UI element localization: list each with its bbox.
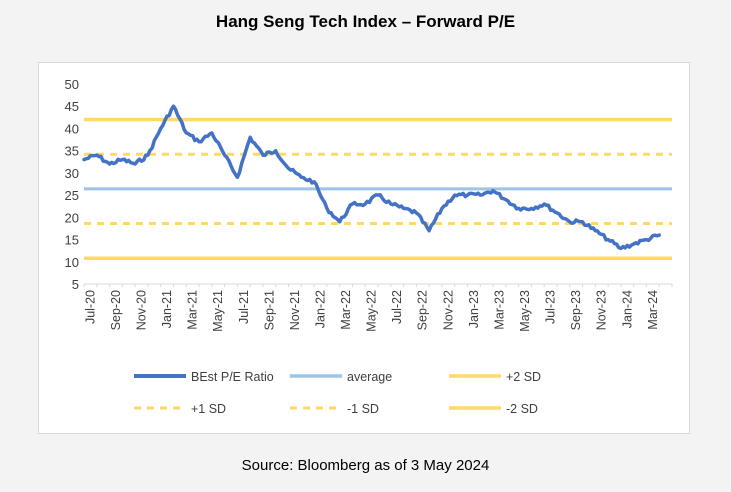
pe-ratio-series-line	[82, 104, 661, 251]
x-tick-label: Sep-21	[262, 290, 276, 330]
y-tick-label: 20	[65, 210, 79, 225]
x-tick-label: Nov-20	[135, 290, 149, 330]
legend-item-plus-1sd: +1 SD	[134, 402, 226, 416]
chart-title: Hang Seng Tech Index – Forward P/E	[215, 12, 516, 31]
y-tick-label: 5	[72, 277, 79, 292]
legend-item-pe-ratio: BEst P/E Ratio	[134, 370, 274, 384]
chart-legend: BEst P/E Ratio average +2 SD +1 SD -1 SD -2 S…	[134, 370, 541, 416]
y-tick-label: 10	[65, 255, 79, 270]
legend-item-average: average	[290, 370, 392, 384]
x-tick-label: Nov-21	[288, 290, 302, 330]
legend-label-pe-ratio: BEst P/E Ratio	[191, 370, 274, 384]
x-tick-label: Mar-23	[492, 290, 506, 330]
x-tick-label: Mar-24	[646, 290, 660, 330]
y-tick-label: 25	[65, 188, 79, 203]
legend-item-plus-2sd: +2 SD	[449, 370, 541, 384]
legend-item-minus-2sd: -2 SD	[449, 402, 538, 416]
x-tick-label: Sep-22	[416, 290, 430, 330]
legend-label-minus-1sd: -1 SD	[347, 402, 379, 416]
legend-label-minus-2sd: -2 SD	[506, 402, 538, 416]
x-tick-label: May-22	[365, 290, 379, 332]
legend-label-plus-2sd: +2 SD	[506, 370, 541, 384]
y-tick-label: 40	[65, 121, 79, 136]
x-tick-label: Nov-23	[595, 290, 609, 330]
x-tick-label: Jan-22	[314, 290, 328, 328]
legend-label-average: average	[347, 370, 392, 384]
x-tick-label: Sep-20	[109, 290, 123, 330]
x-tick-label: Sep-23	[569, 290, 583, 330]
y-tick-label: 35	[65, 144, 79, 159]
x-tick-label: Jan-21	[160, 290, 174, 328]
y-tick-label: 45	[65, 99, 79, 114]
legend-item-minus-1sd: -1 SD	[290, 402, 379, 416]
x-tick-label: Jan-24	[620, 290, 634, 328]
legend-label-plus-1sd: +1 SD	[191, 402, 226, 416]
y-tick-label: 30	[65, 166, 79, 181]
line-chart: 5 10 15 20 25 30 35 40 45 50 Jul-20 Sep-20 Nov-20 Jan…	[65, 77, 673, 416]
y-tick-label: 15	[65, 233, 79, 248]
x-tick-label: May-23	[518, 290, 532, 332]
x-tick-label: May-21	[211, 290, 225, 332]
x-tick-label: Jul-20	[83, 290, 97, 324]
x-tick-label: Nov-22	[441, 290, 455, 330]
source-note: Source: Bloomberg as of 3 May 2024	[241, 457, 490, 474]
x-tick-label: Mar-21	[186, 290, 200, 330]
x-tick-label: Jul-22	[390, 290, 404, 324]
x-tick-label: Jan-23	[467, 290, 481, 328]
x-tick-label: Jul-23	[544, 290, 558, 324]
y-tick-label: 50	[65, 77, 79, 92]
x-tick-label: Mar-22	[339, 290, 353, 330]
chart-panel: 5 10 15 20 25 30 35 40 45 50 Jul-20 Sep-20 Nov-20 Jan…	[38, 62, 690, 434]
x-tick-label: Jul-21	[237, 290, 251, 324]
